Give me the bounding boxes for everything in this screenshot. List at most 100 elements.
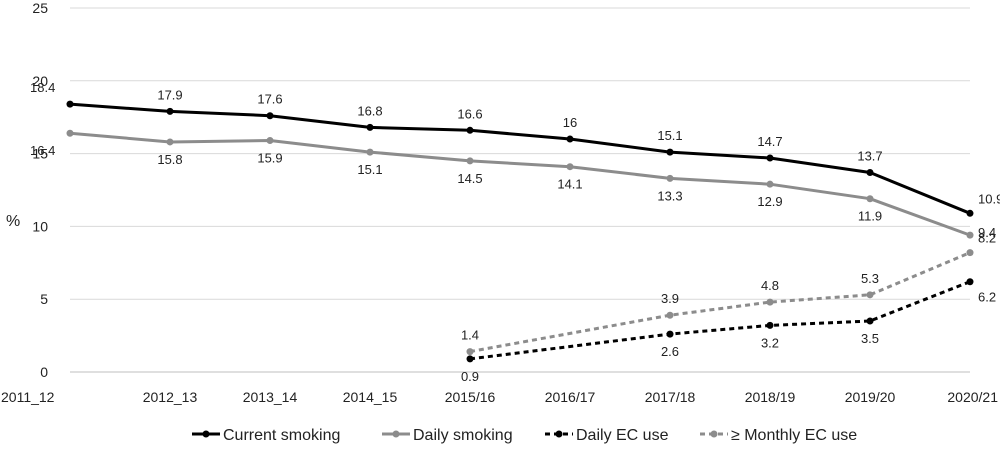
data-point — [766, 154, 774, 162]
data-point — [466, 157, 474, 165]
data-point — [166, 107, 174, 115]
data-label: 3.5 — [861, 331, 879, 346]
legend-item: Daily smoking — [382, 427, 513, 444]
data-label: 15.1 — [357, 162, 382, 177]
data-label: 14.1 — [557, 177, 582, 192]
legend-item: Current smoking — [192, 427, 340, 444]
legend: Current smoking Daily smoking Daily EC use… — [192, 427, 857, 444]
data-label: 9.4 — [978, 225, 996, 240]
data-point — [966, 209, 974, 217]
data-point — [366, 123, 374, 131]
legend-item: Daily EC use — [545, 427, 669, 444]
legend-label: ≥ Monthly EC use — [731, 427, 857, 444]
data-point — [866, 169, 874, 177]
x-tick-label: 2012_13 — [143, 389, 198, 405]
data-point — [766, 180, 774, 188]
data-point — [166, 138, 174, 146]
legend-item: ≥ Monthly EC use — [700, 427, 857, 444]
y-tick-label: 20 — [32, 73, 48, 89]
series-1 — [66, 129, 974, 239]
y-tick-label: 25 — [32, 0, 48, 16]
y-tick-label: 10 — [32, 218, 48, 234]
x-tick-label: 2017/18 — [645, 389, 696, 405]
data-label: 5.3 — [861, 271, 879, 286]
x-tick-label: 2013_14 — [243, 389, 298, 405]
data-label: 2.6 — [661, 344, 679, 359]
data-label: 0.9 — [461, 369, 479, 384]
x-tick-label: 2020/21 — [947, 389, 998, 405]
series-0 — [66, 100, 974, 217]
data-label: 17.9 — [157, 87, 182, 102]
legend-label: Current smoking — [223, 427, 340, 444]
legend-marker — [710, 430, 718, 438]
data-label: 12.9 — [757, 194, 782, 209]
data-label: 6.2 — [978, 290, 996, 305]
data-point — [466, 355, 474, 363]
series-line — [69, 102, 971, 215]
data-label: 16 — [563, 115, 577, 130]
data-label: 11.9 — [858, 209, 882, 224]
data-label: 8.2 — [978, 231, 996, 246]
legend-marker — [392, 430, 400, 438]
data-point — [366, 148, 374, 156]
data-label: 4.8 — [761, 278, 779, 293]
series-line — [469, 280, 971, 361]
series-line — [469, 251, 971, 354]
data-point — [66, 129, 74, 137]
x-tick-label: 2015/16 — [445, 389, 496, 405]
legend-label: Daily smoking — [413, 427, 513, 444]
data-point — [66, 100, 74, 108]
legend-label: Daily EC use — [576, 427, 669, 444]
data-label: 16.8 — [357, 103, 382, 118]
data-point — [866, 291, 874, 299]
data-point — [266, 136, 274, 144]
data-label: 13.7 — [857, 149, 882, 164]
series-3 — [466, 249, 974, 356]
data-point — [866, 317, 874, 325]
gridlines — [70, 7, 970, 300]
data-point — [766, 298, 774, 306]
series-2 — [466, 278, 974, 363]
data-point — [566, 135, 574, 143]
y-tick-label: 15 — [32, 146, 48, 162]
data-label: 16.6 — [457, 106, 482, 121]
x-tick-label: 2019/20 — [845, 389, 896, 405]
data-point — [866, 195, 874, 203]
data-point — [466, 348, 474, 356]
data-point — [966, 231, 974, 239]
data-label: 1.4 — [461, 328, 479, 343]
series-lines — [66, 100, 974, 363]
data-point — [666, 148, 674, 156]
data-point — [266, 112, 274, 120]
data-labels: 18.4 17.9 17.6 16.8 16.6 16 15.1 14.7 13.7 10.9 16… — [30, 80, 1000, 384]
x-tick-label: 2011_12 — [1, 389, 55, 405]
data-point — [566, 163, 574, 171]
data-point — [666, 330, 674, 338]
data-label: 18.4 — [30, 80, 55, 95]
data-label: 13.3 — [657, 188, 682, 203]
data-label: 10.9 — [978, 191, 1000, 206]
x-tick-label: 2016/17 — [545, 389, 596, 405]
data-label: 15.8 — [157, 152, 182, 167]
data-point — [466, 126, 474, 134]
series-line — [69, 131, 971, 237]
data-point — [666, 174, 674, 182]
data-label: 3.9 — [661, 291, 679, 306]
y-tick-label: 5 — [40, 291, 48, 307]
x-tick-label: 2014_15 — [343, 389, 398, 405]
x-tick-label: 2018/19 — [745, 389, 796, 405]
data-point — [766, 321, 774, 329]
data-label: 15.9 — [257, 150, 282, 165]
legend-marker — [555, 430, 563, 438]
axes: 0 5 10 15 20 25 2011_12 2012_13 2013_14 2014_15 20… — [1, 0, 998, 405]
data-label: 15.1 — [657, 128, 682, 143]
data-label: 17.6 — [257, 92, 282, 107]
data-label: 14.5 — [457, 171, 482, 186]
data-label: 3.2 — [761, 335, 779, 350]
data-point — [966, 278, 974, 286]
data-point — [666, 311, 674, 319]
data-point — [966, 249, 974, 257]
legend-marker — [202, 430, 210, 438]
y-axis-label: % — [6, 213, 20, 230]
